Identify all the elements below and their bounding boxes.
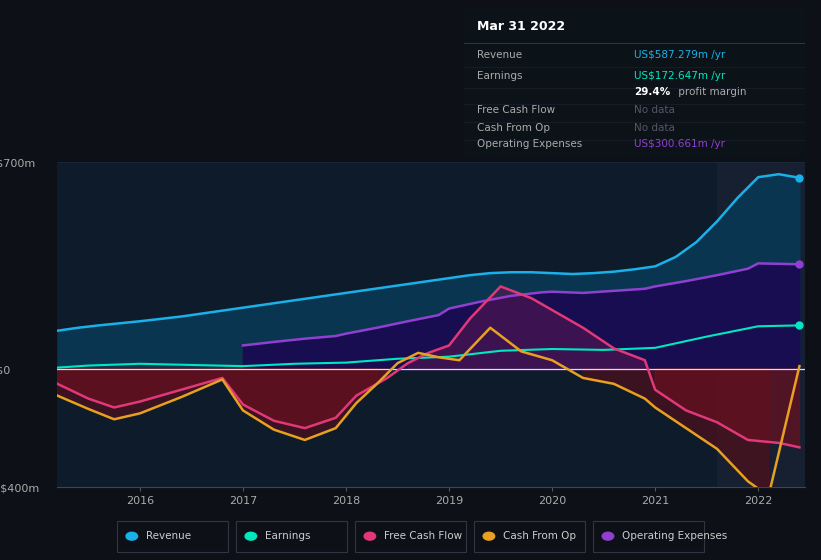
Text: US$587.279m /yr: US$587.279m /yr <box>635 50 726 60</box>
Text: Mar 31 2022: Mar 31 2022 <box>478 20 566 33</box>
Text: Revenue: Revenue <box>478 50 523 60</box>
Text: profit margin: profit margin <box>675 87 746 97</box>
Text: US$172.647m /yr: US$172.647m /yr <box>635 71 726 81</box>
Text: No data: No data <box>635 105 675 115</box>
Text: Operating Expenses: Operating Expenses <box>622 531 727 541</box>
Text: Revenue: Revenue <box>146 531 190 541</box>
Text: Earnings: Earnings <box>264 531 310 541</box>
Text: US$300.661m /yr: US$300.661m /yr <box>635 139 725 149</box>
Text: Cash From Op: Cash From Op <box>478 123 551 133</box>
Text: Cash From Op: Cash From Op <box>503 531 576 541</box>
Text: Earnings: Earnings <box>478 71 523 81</box>
Text: Operating Expenses: Operating Expenses <box>478 139 583 149</box>
Text: No data: No data <box>635 123 675 133</box>
Text: 29.4%: 29.4% <box>635 87 671 97</box>
Bar <box>717 162 805 487</box>
Text: Free Cash Flow: Free Cash Flow <box>384 531 462 541</box>
Text: Free Cash Flow: Free Cash Flow <box>478 105 556 115</box>
